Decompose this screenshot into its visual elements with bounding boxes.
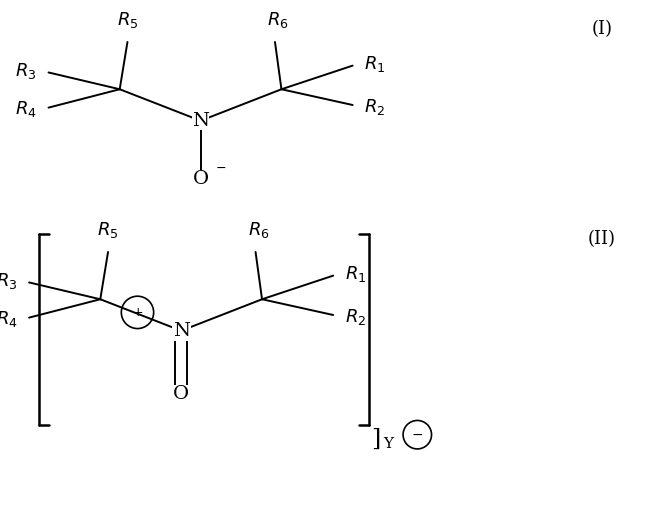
Text: $R_3$: $R_3$	[0, 271, 17, 291]
Text: Y: Y	[383, 437, 393, 451]
Text: N: N	[192, 112, 209, 130]
Text: −: −	[411, 428, 423, 442]
Text: O: O	[173, 385, 189, 403]
Text: +: +	[132, 306, 143, 319]
Text: ]: ]	[371, 428, 380, 451]
Text: $R_4$: $R_4$	[0, 309, 17, 329]
Text: $R_3$: $R_3$	[16, 61, 37, 81]
Text: $R_6$: $R_6$	[248, 220, 270, 240]
Text: O: O	[193, 170, 208, 187]
Text: $R_1$: $R_1$	[345, 264, 366, 284]
Text: $R_4$: $R_4$	[15, 99, 37, 119]
Text: $^{-}$: $^{-}$	[215, 164, 226, 182]
Text: $R_2$: $R_2$	[345, 307, 366, 327]
Text: $R_1$: $R_1$	[364, 54, 386, 74]
Text: $R_2$: $R_2$	[364, 97, 386, 117]
Text: (II): (II)	[587, 230, 616, 248]
Text: $R_5$: $R_5$	[116, 10, 138, 30]
Text: N: N	[173, 322, 190, 340]
Text: $R_6$: $R_6$	[267, 10, 289, 30]
Text: (I): (I)	[591, 20, 612, 38]
Text: $R_5$: $R_5$	[97, 220, 119, 240]
